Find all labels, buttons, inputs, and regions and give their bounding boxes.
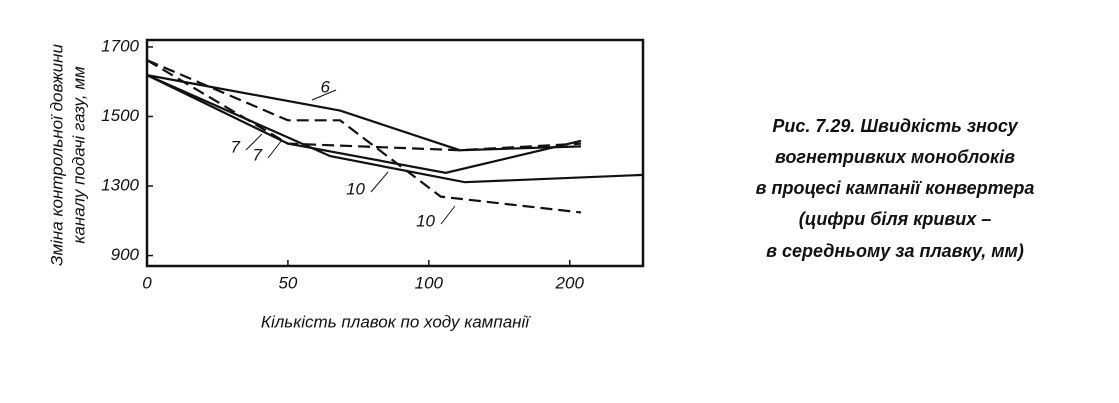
series-line — [146, 74, 644, 184]
x-axis-label: Кількість плавок по ходу кампанії — [261, 312, 531, 331]
caption-line: Рис. 7.29. Швидкість зносу — [772, 116, 1018, 136]
curve-label: 10 — [416, 211, 435, 230]
curve-label: 7 — [231, 137, 241, 156]
curve-label: 7 — [253, 145, 263, 164]
caption-line: в процесі кампанії конвертера — [756, 178, 1035, 198]
y-axis-label: Зміна контрольної довжини — [47, 44, 66, 266]
y-tick-label: 1300 — [101, 176, 139, 195]
caption-line: (цифри біля кривих – — [799, 209, 991, 229]
x-tick-label: 0 — [142, 273, 152, 292]
label-leader — [311, 89, 337, 101]
caption-line: вогнетривких моноблоків — [775, 147, 1015, 167]
label-leader — [267, 139, 283, 159]
x-tick-label: 200 — [555, 273, 585, 292]
y-tick-label: 1500 — [101, 106, 139, 125]
caption: Рис. 7.29. Швидкість зносу вогнетривких … — [756, 116, 1035, 261]
curve-label: 10 — [346, 179, 365, 198]
plot-frame — [145, 38, 645, 268]
series-line — [146, 74, 582, 174]
series-line — [146, 74, 582, 152]
curve-label: 6 — [321, 77, 331, 96]
caption-line: в середньому за плавку, мм) — [766, 241, 1024, 261]
y-tick-label: 900 — [111, 245, 140, 264]
y-axis-label: каналу подачі газу, мм — [69, 66, 88, 244]
series-line — [146, 59, 582, 214]
x-tick-label: 50 — [278, 273, 297, 292]
series-line — [146, 59, 582, 152]
label-leader — [245, 133, 263, 151]
label-leader — [370, 171, 389, 193]
label-leader — [440, 205, 456, 225]
y-tick-label: 1700 — [101, 36, 139, 55]
x-tick-label: 100 — [415, 273, 444, 292]
